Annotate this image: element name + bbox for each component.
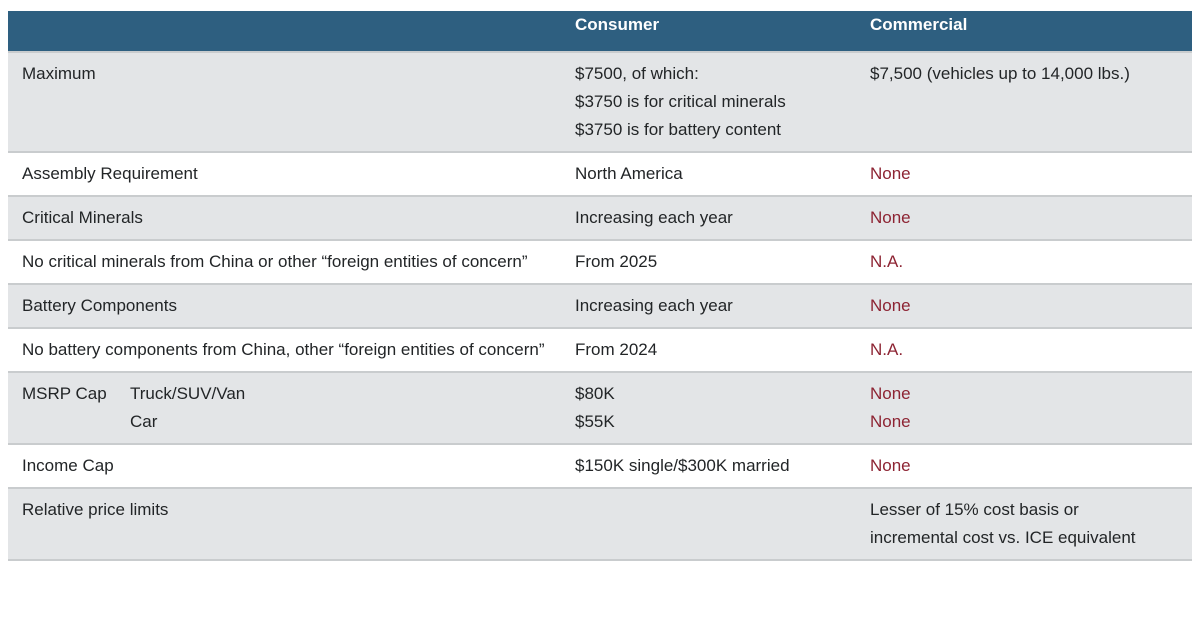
- cell-line: None: [870, 164, 911, 183]
- row-label: Critical Minerals: [22, 208, 143, 227]
- cell-line: Lesser of 15% cost basis or: [870, 500, 1079, 519]
- row-label: MSRP Cap Truck/SUV/Van Car: [22, 380, 557, 436]
- row-label: No battery components from China, other …: [22, 340, 545, 359]
- consumer-cell: $150K single/$300K married: [575, 452, 870, 480]
- cell-line: $150K single/$300K married: [575, 456, 790, 475]
- row-label: Income Cap: [22, 456, 114, 475]
- row-label-sub: Truck/SUV/Van Car: [130, 380, 245, 436]
- consumer-cell: Increasing each year: [575, 204, 870, 232]
- cell-line: Car: [130, 412, 158, 431]
- cell-line: Truck/SUV/Van: [130, 384, 246, 403]
- header-consumer: Consumer: [575, 15, 660, 34]
- cell-line: None: [870, 208, 911, 227]
- commercial-cell: N.A.: [870, 248, 1180, 276]
- row-label: Battery Components: [22, 296, 177, 315]
- commercial-cell: N.A.: [870, 336, 1180, 364]
- commercial-cell: None: [870, 452, 1180, 480]
- table-row-critical-minerals: Critical Minerals Increasing each year N…: [8, 195, 1192, 239]
- cell-line: $3750 is for battery content: [575, 120, 782, 139]
- cell-line: Increasing each year: [575, 208, 733, 227]
- table-row-assembly-requirement: Assembly Requirement North America None: [8, 151, 1192, 195]
- cell-line: Increasing each year: [575, 296, 733, 315]
- cell-line: $3750 is for critical minerals: [575, 92, 786, 111]
- cell-line: None: [870, 456, 911, 475]
- table-row-maximum: Maximum $7500, of which: $3750 is for cr…: [8, 51, 1192, 151]
- cell-line: From 2025: [575, 252, 658, 271]
- ev-tax-credit-comparison-table: Consumer Commercial Maximum $7500, of wh…: [8, 11, 1192, 561]
- consumer-cell: $7500, of which: $3750 is for critical m…: [575, 60, 870, 144]
- consumer-cell: From 2024: [575, 336, 870, 364]
- commercial-cell: None: [870, 160, 1180, 188]
- consumer-cell: North America: [575, 160, 870, 188]
- cell-line: None: [870, 412, 911, 431]
- header-commercial: Commercial: [870, 15, 968, 34]
- row-label: Relative price limits: [22, 500, 169, 519]
- consumer-cell: $80K $55K: [575, 380, 870, 436]
- cell-line: $80K: [575, 384, 615, 403]
- commercial-cell: None: [870, 292, 1180, 320]
- table-row-income-cap: Income Cap $150K single/$300K married No…: [8, 443, 1192, 487]
- commercial-cell: None None: [870, 380, 1180, 436]
- cell-line: N.A.: [870, 252, 904, 271]
- cell-line: $7500, of which:: [575, 64, 699, 83]
- commercial-cell: Lesser of 15% cost basis or incremental …: [870, 496, 1180, 552]
- cell-line: None: [870, 296, 911, 315]
- table-row-battery-components: Battery Components Increasing each year …: [8, 283, 1192, 327]
- cell-line: N.A.: [870, 340, 904, 359]
- cell-line: $7,500 (vehicles up to 14,000 lbs.): [870, 64, 1130, 83]
- cell-line: incremental cost vs. ICE equivalent: [870, 528, 1136, 547]
- consumer-cell: Increasing each year: [575, 292, 870, 320]
- cell-line: $55K: [575, 412, 615, 431]
- table-row-relative-price-limits: Relative price limits Lesser of 15% cost…: [8, 487, 1192, 559]
- cell-line: North America: [575, 164, 683, 183]
- table-header-row: Consumer Commercial: [8, 11, 1192, 51]
- table-row-msrp-cap: MSRP Cap Truck/SUV/Van Car $80K $55K Non…: [8, 371, 1192, 443]
- cell-line: From 2024: [575, 340, 658, 359]
- table-row-no-battery-components-china: No battery components from China, other …: [8, 327, 1192, 371]
- table-row-no-critical-minerals-china: No critical minerals from China or other…: [8, 239, 1192, 283]
- row-label: Assembly Requirement: [22, 164, 198, 183]
- commercial-cell: None: [870, 204, 1180, 232]
- row-label: No critical minerals from China or other…: [22, 252, 528, 271]
- commercial-cell: $7,500 (vehicles up to 14,000 lbs.): [870, 60, 1180, 88]
- row-label: Maximum: [22, 64, 96, 83]
- row-label-main: MSRP Cap: [22, 384, 107, 403]
- cell-line: None: [870, 384, 911, 403]
- consumer-cell: From 2025: [575, 248, 870, 276]
